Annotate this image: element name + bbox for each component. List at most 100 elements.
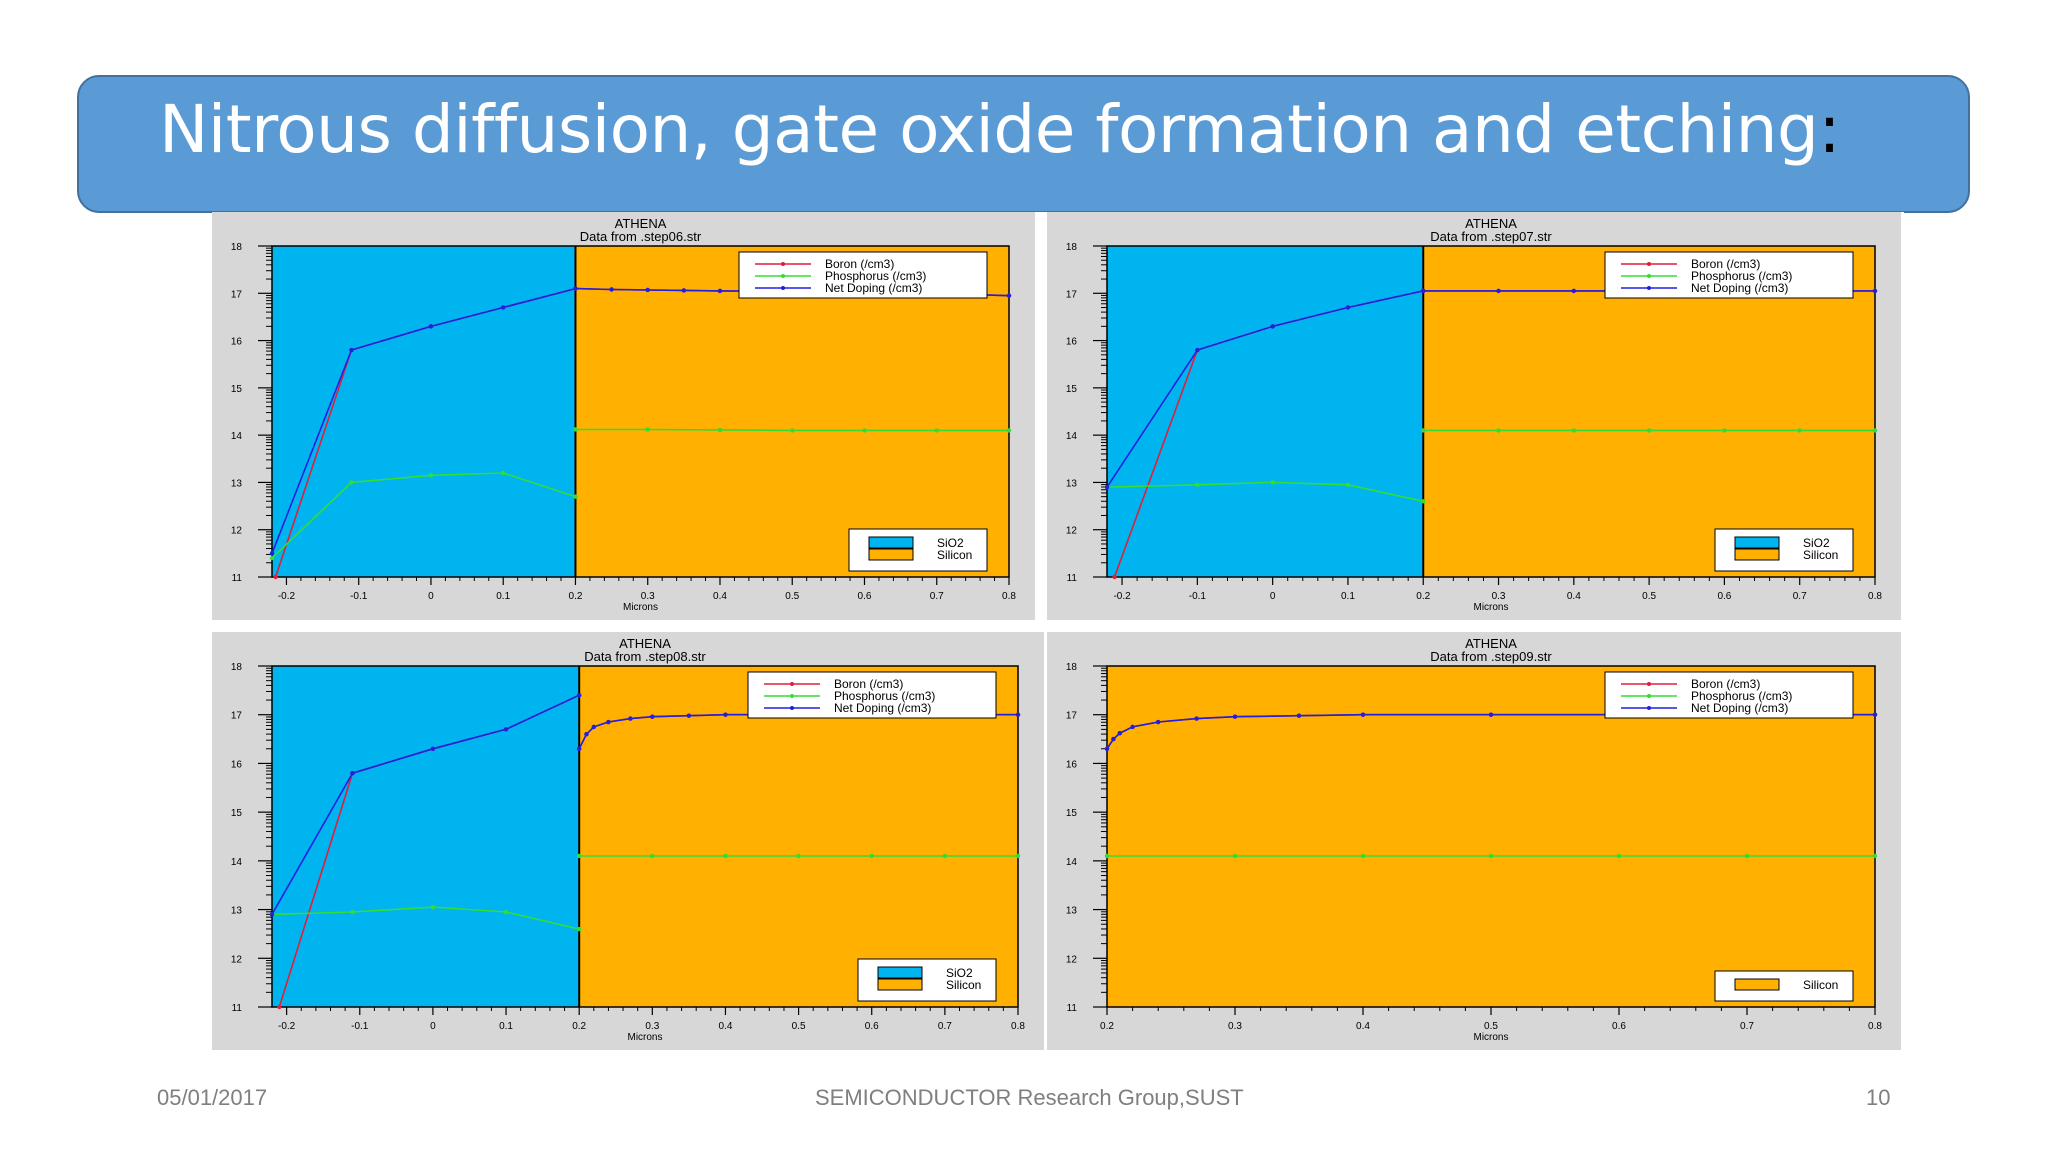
- data-point-net-doping: [428, 324, 434, 329]
- y-tick-label: 14: [1066, 857, 1078, 868]
- series-legend: [1604, 251, 1854, 299]
- x-tick-label: 0.3: [1228, 1021, 1242, 1032]
- legend-marker-phosphorus: [790, 694, 794, 698]
- y-tick-label: 16: [231, 759, 243, 770]
- legend-marker-boron: [790, 682, 794, 686]
- x-tick-label: 0.4: [713, 591, 727, 602]
- y-tick-label: 18: [1066, 662, 1078, 673]
- data-point-phosphorus: [1006, 428, 1012, 433]
- data-point-net-doping: [1130, 724, 1135, 730]
- chart-title: ATHENA: [619, 636, 671, 651]
- x-tick-label: 0.1: [496, 591, 510, 602]
- x-tick-label: 0.6: [865, 1021, 879, 1032]
- legend-swatch-silicon: [1734, 548, 1780, 561]
- data-point-net-doping: [723, 712, 728, 717]
- x-tick-label: 0.6: [858, 591, 872, 602]
- x-tick-label: 0.2: [1100, 1021, 1114, 1032]
- legend-marker-boron: [781, 262, 785, 266]
- y-tick-label: 12: [231, 526, 243, 537]
- data-point-net-doping: [650, 714, 655, 719]
- x-tick-label: 0.4: [1567, 591, 1581, 602]
- data-point-net-doping: [1872, 288, 1878, 294]
- x-tick-label: 0.6: [1612, 1021, 1626, 1032]
- slide-title-text: Nitrous diffusion, gate oxide formation …: [159, 91, 1819, 168]
- data-point-net-doping: [1156, 719, 1161, 725]
- x-tick-label: -0.2: [1113, 591, 1131, 602]
- x-tick-label: 0.7: [930, 591, 944, 602]
- y-tick-label: 18: [1066, 242, 1078, 253]
- region-silicon: [579, 666, 1018, 1007]
- footer-date: 05/01/2017: [157, 1085, 268, 1110]
- data-point-net-doping: [681, 288, 687, 293]
- data-point-phosphorus: [1015, 853, 1021, 859]
- x-axis-label: Microns: [1473, 1032, 1508, 1043]
- data-point-phosphorus: [576, 853, 582, 859]
- y-tick-label: 12: [231, 954, 243, 965]
- data-point-phosphorus: [869, 853, 874, 859]
- data-point-phosphorus: [1616, 853, 1622, 859]
- y-tick-label: 16: [231, 337, 243, 348]
- data-point-phosphorus: [1270, 480, 1275, 485]
- data-point-net-doping: [584, 732, 589, 737]
- data-point-net-doping: [1488, 712, 1494, 717]
- slide-title-colon: :: [1818, 91, 1841, 168]
- y-tick-label: 18: [231, 662, 243, 673]
- x-tick-label: 0.5: [792, 1021, 806, 1032]
- chart-panel-step06: ATHENA Data from .step06.str 11 12 13 14 15 16 1…: [212, 212, 1035, 620]
- region-silicon: [1107, 666, 1875, 1007]
- x-tick-label: 0.3: [645, 1021, 659, 1032]
- x-tick-label: 0.2: [1416, 591, 1430, 602]
- x-tick-label: -0.1: [1189, 591, 1207, 602]
- series-legend: [747, 671, 997, 719]
- region-silicon: [1423, 246, 1875, 577]
- data-point-net-doping: [1421, 288, 1426, 294]
- data-point-phosphorus: [862, 428, 867, 433]
- legend-label-silicon: Silicon: [946, 978, 981, 992]
- data-point-net-doping: [628, 716, 633, 721]
- legend-swatch-sio2: [877, 966, 923, 979]
- data-point-phosphorus: [934, 428, 939, 433]
- y-tick-label: 17: [1066, 289, 1078, 300]
- chart-subtitle: Data from .step09.str: [1430, 649, 1552, 664]
- x-axis-label: Microns: [1473, 602, 1508, 613]
- data-point-phosphorus: [1571, 428, 1577, 433]
- x-tick-label: 0.7: [1793, 591, 1807, 602]
- x-tick-label: 0: [430, 1021, 436, 1032]
- legend-label-boron: Boron (/cm3): [834, 677, 903, 691]
- data-point-net-doping: [606, 719, 611, 725]
- footer-page-number: 10: [1866, 1085, 1891, 1110]
- chart-title: ATHENA: [1465, 636, 1517, 651]
- data-point-net-doping: [645, 287, 650, 293]
- x-tick-label: 0.8: [1011, 1021, 1025, 1032]
- plot-frame: [271, 665, 1019, 1008]
- legend-label-silicon: Silicon: [937, 548, 972, 562]
- data-point-net-doping: [1296, 713, 1302, 718]
- x-tick-label: -0.1: [350, 591, 368, 602]
- chart-title: ATHENA: [615, 216, 667, 231]
- data-point-net-doping: [430, 746, 436, 752]
- y-tick-label: 12: [1066, 954, 1078, 965]
- legend-label-net-doping: Net Doping (/cm3): [834, 701, 931, 715]
- region-sio2: [272, 246, 576, 577]
- y-tick-label: 17: [1066, 711, 1078, 722]
- series-legend: [738, 251, 988, 299]
- data-point-phosphorus: [430, 904, 436, 910]
- data-point-phosphorus: [1872, 428, 1878, 433]
- legend-marker-net-doping: [781, 286, 785, 290]
- data-point-phosphorus: [1496, 428, 1501, 433]
- slide-title: Nitrous diffusion, gate oxide formation …: [159, 91, 1841, 168]
- data-point-phosphorus: [645, 427, 650, 432]
- y-tick-label: 12: [1066, 526, 1078, 537]
- y-tick-label: 14: [1066, 431, 1078, 442]
- region-sio2: [272, 666, 580, 1007]
- y-tick-label: 16: [1066, 759, 1078, 770]
- data-point-phosphorus: [942, 853, 948, 859]
- legend-marker-boron: [1647, 682, 1651, 686]
- x-tick-label: -0.2: [278, 1021, 296, 1032]
- data-point-net-doping: [576, 746, 582, 752]
- data-point-phosphorus: [650, 853, 655, 859]
- plot-frame: [1106, 245, 1876, 578]
- data-point-phosphorus: [790, 428, 795, 433]
